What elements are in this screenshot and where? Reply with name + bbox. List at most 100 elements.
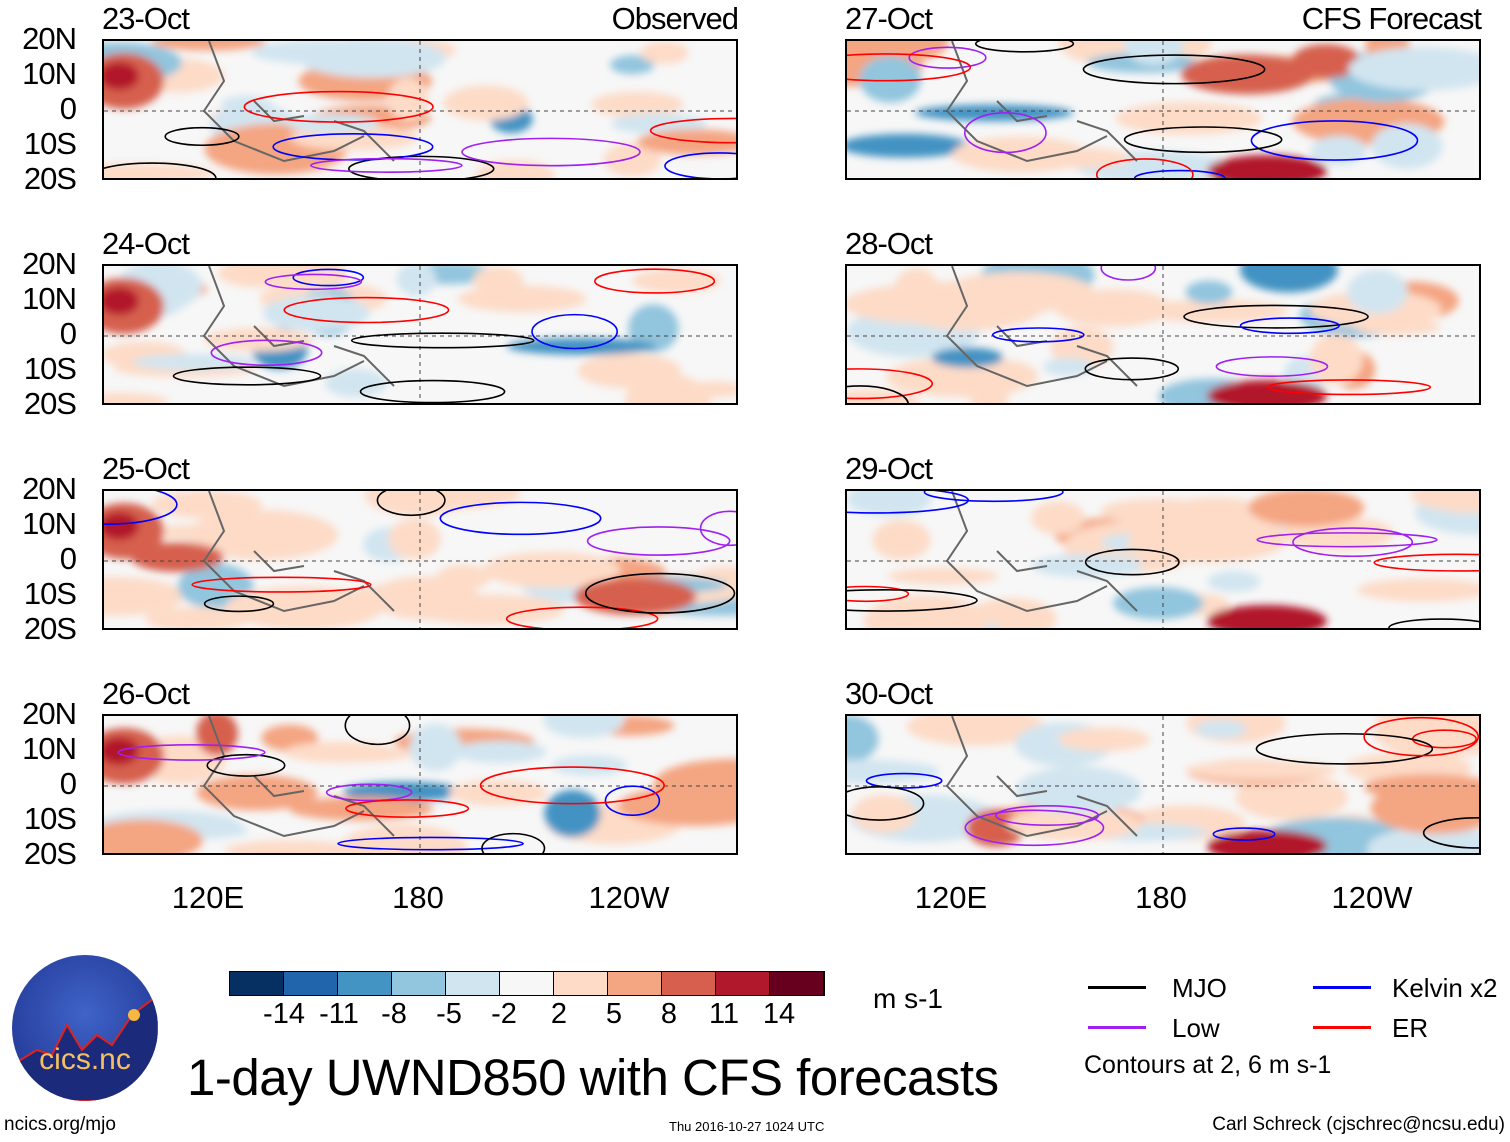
- westerly-anomaly: [151, 41, 267, 51]
- lat-label: 10N: [22, 731, 77, 766]
- westerly-anomaly: [104, 576, 185, 617]
- wave-contour: [481, 832, 546, 853]
- easterly-anomaly: [1112, 587, 1204, 620]
- westerly-anomaly: [410, 594, 565, 625]
- colorbar-swatch: [770, 972, 824, 995]
- panel-source-label: CFS Forecast: [1301, 1, 1482, 36]
- map-field: [847, 491, 1479, 628]
- westerly-anomaly: [388, 518, 441, 560]
- legend-label: MJO: [1172, 973, 1227, 1003]
- colorbar-swatch: [446, 972, 500, 995]
- wave-contour: [1095, 158, 1194, 178]
- wave-contour: [1100, 266, 1157, 281]
- easterly-anomaly: [1195, 719, 1247, 739]
- lon-label: 180: [392, 880, 444, 915]
- wave-contour: [847, 368, 934, 400]
- wave-contour: [1363, 716, 1479, 757]
- easterly-anomaly: [453, 740, 547, 763]
- legend-line-er: [1313, 1026, 1371, 1029]
- legend-label: Kelvin x2: [1392, 973, 1498, 1003]
- westerly-anomaly: [577, 353, 682, 389]
- legend-line-kelvin: [1313, 986, 1371, 989]
- panel-date: 23-Oct: [102, 1, 190, 36]
- footer-url[interactable]: ncics.org/mjo: [4, 1114, 116, 1135]
- easterly-anomaly: [298, 41, 447, 78]
- wave-contour: [359, 379, 506, 403]
- easterly-anomaly: [1207, 571, 1261, 592]
- westerly-anomaly: [1181, 54, 1314, 95]
- panel-source-label: Observed: [611, 1, 739, 36]
- wave-contour: [348, 155, 495, 178]
- wave-contour: [210, 339, 323, 366]
- easterly-anomaly: [609, 55, 655, 75]
- footer-credit: Carl Schreck (cjschrec@ncsu.edu): [1212, 1114, 1505, 1135]
- wave-contour: [461, 137, 641, 167]
- map-panel: [102, 264, 738, 405]
- westerly-anomaly: [472, 266, 524, 294]
- wave-contour: [1123, 126, 1283, 154]
- coastline: [945, 491, 1138, 613]
- wave-contour: [345, 799, 470, 818]
- westerly-anomaly: [338, 824, 467, 853]
- wave-contour: [847, 589, 978, 612]
- westerly-anomaly: [966, 597, 1057, 628]
- easterly-anomaly: [1310, 135, 1367, 166]
- legend-line-low: [1088, 1026, 1146, 1029]
- lat-label: 20S: [23, 836, 77, 871]
- wave-contour: [1084, 548, 1180, 576]
- wave-contour: [1133, 169, 1226, 178]
- westerly-anomaly: [233, 514, 294, 536]
- logo-text: cics.nc: [39, 1043, 131, 1076]
- wave-contour: [172, 366, 322, 386]
- colorbar-label: -11: [319, 998, 359, 1030]
- map-field: [104, 266, 736, 403]
- units-label: m s-1: [873, 983, 943, 1014]
- wave-contour: [995, 805, 1100, 826]
- wave-contour: [699, 510, 736, 547]
- map-field: [847, 41, 1479, 178]
- easterly-anomaly: [1347, 269, 1408, 314]
- map-panel: [102, 489, 738, 630]
- lat-label: 0: [59, 541, 77, 576]
- colorbar-swatch: [500, 972, 554, 995]
- westerly-anomaly: [852, 794, 916, 833]
- map-field: [847, 266, 1479, 403]
- easterly-anomaly: [552, 755, 628, 776]
- westerly-anomaly: [145, 606, 249, 628]
- wave-contour: [325, 783, 413, 802]
- contour-note: Contours at 2, 6 m s-1: [1084, 1051, 1332, 1079]
- colorbar-swatch: [554, 972, 608, 995]
- wave-contour: [531, 313, 618, 350]
- lon-label: 180: [1135, 880, 1187, 915]
- wave-contour: [191, 576, 372, 593]
- colorbar-label: 11: [708, 998, 740, 1030]
- map-field: [104, 41, 736, 178]
- easterly-anomaly: [177, 563, 254, 609]
- lon-label: 120W: [588, 880, 670, 915]
- wave-contour: [649, 117, 736, 144]
- westerly-anomaly: [1029, 147, 1130, 169]
- westerly-anomaly: [847, 389, 921, 403]
- wave-contour: [991, 327, 1085, 343]
- westerly-anomaly: [590, 91, 684, 118]
- westerly-anomaly: [632, 268, 721, 293]
- wave-contour: [923, 491, 1064, 503]
- easterly-anomaly: [1043, 357, 1094, 376]
- colorbar: [229, 971, 825, 996]
- easterly-anomaly: [847, 716, 879, 763]
- lon-label: 120E: [171, 880, 245, 915]
- wave-contour: [439, 501, 602, 536]
- westerly-anomaly: [906, 716, 1046, 746]
- wave-contour: [206, 753, 286, 777]
- panel-date: 26-Oct: [102, 676, 190, 711]
- westerly-anomaly: [603, 143, 662, 177]
- colorbar-label: -8: [381, 998, 407, 1030]
- footer-timestamp: Thu 2016-10-27 1024 UTC: [669, 1119, 825, 1134]
- wave-contour: [1250, 120, 1419, 161]
- colorbar-swatch: [608, 972, 662, 995]
- wave-contour: [964, 809, 1105, 847]
- easterly-anomaly: [544, 790, 601, 837]
- wave-contour: [164, 126, 240, 147]
- map-panel: [102, 714, 738, 855]
- wave-contour: [847, 585, 910, 603]
